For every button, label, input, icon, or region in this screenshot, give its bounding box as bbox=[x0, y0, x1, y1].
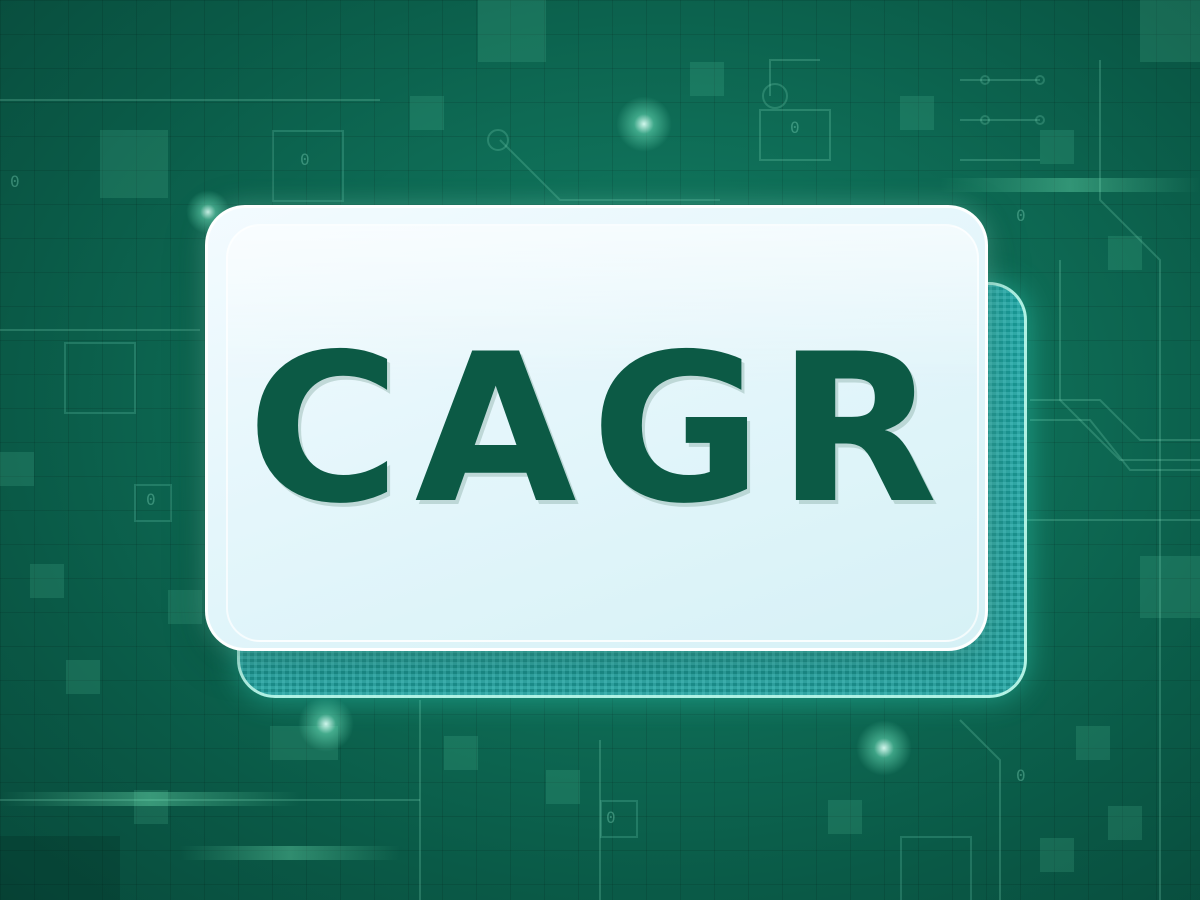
bg-tile bbox=[1108, 236, 1142, 270]
bg-glyph: 0 bbox=[1016, 206, 1026, 225]
bg-tile bbox=[690, 62, 724, 96]
bg-outline-box bbox=[272, 130, 344, 202]
circuit-node bbox=[980, 75, 990, 85]
bg-outline-box bbox=[64, 342, 136, 414]
bg-tile bbox=[1108, 806, 1142, 840]
circuit-trace bbox=[1030, 399, 1200, 441]
bg-glyph: 0 bbox=[300, 150, 310, 169]
bg-tile bbox=[0, 452, 34, 486]
card-front-panel: CAGR bbox=[205, 205, 988, 651]
glow-spark bbox=[856, 720, 912, 776]
circuit-trace bbox=[759, 109, 831, 161]
light-streak bbox=[940, 178, 1200, 192]
circuit-trace bbox=[960, 79, 1040, 161]
circuit-node bbox=[1035, 115, 1045, 125]
bg-tile bbox=[134, 790, 168, 824]
bg-outline-box bbox=[600, 800, 638, 838]
headline-text: CAGR bbox=[246, 311, 953, 549]
circuit-trace bbox=[1059, 260, 1200, 461]
light-streak bbox=[0, 792, 300, 806]
circuit-trace bbox=[959, 719, 1001, 900]
bg-tile bbox=[546, 770, 580, 804]
bg-glyph: 0 bbox=[1016, 766, 1026, 785]
circuit-trace bbox=[1099, 60, 1161, 900]
bg-tile bbox=[66, 660, 100, 694]
card-inner-highlight bbox=[226, 224, 979, 642]
bg-tile bbox=[478, 0, 546, 62]
bg-outline-box bbox=[134, 484, 172, 522]
circuit-trace bbox=[769, 59, 820, 96]
bg-tile bbox=[410, 96, 444, 130]
circuit-node bbox=[1035, 75, 1045, 85]
bg-glyph: 0 bbox=[10, 172, 20, 191]
bg-glyph: 0 bbox=[790, 118, 800, 137]
bg-glyph: 0 bbox=[606, 808, 616, 827]
bg-tile bbox=[1076, 726, 1110, 760]
bg-tile bbox=[0, 836, 120, 900]
circuit-node bbox=[487, 129, 509, 151]
bg-tile bbox=[100, 130, 168, 198]
bg-tile bbox=[1140, 556, 1200, 618]
light-streak bbox=[180, 846, 400, 860]
bg-tile bbox=[900, 96, 934, 130]
bg-tile bbox=[30, 564, 64, 598]
glow-spark bbox=[616, 96, 672, 152]
bg-glyph: 0 bbox=[146, 490, 156, 509]
bg-outline-box bbox=[900, 836, 972, 900]
bg-tile bbox=[444, 736, 478, 770]
circuit-trace bbox=[499, 139, 720, 201]
bg-tile bbox=[1040, 130, 1074, 164]
bg-tile bbox=[828, 800, 862, 834]
circuit-node bbox=[762, 83, 788, 109]
bg-tile bbox=[1040, 838, 1074, 872]
bg-tile bbox=[168, 590, 202, 624]
glow-spark bbox=[298, 696, 354, 752]
bg-tile bbox=[1140, 0, 1200, 62]
circuit-trace bbox=[1030, 419, 1200, 471]
circuit-node bbox=[980, 115, 990, 125]
